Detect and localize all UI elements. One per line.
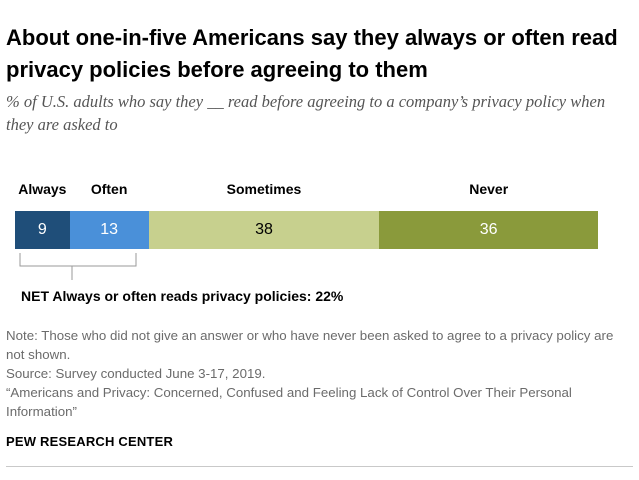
org-name: PEW RESEARCH CENTER	[6, 434, 174, 449]
bar-value-label: 9	[37, 221, 47, 238]
notes-block: Note: Those who did not give an answer o…	[6, 326, 631, 421]
bottom-divider	[6, 466, 633, 467]
bar-segment-often: 13	[69, 211, 149, 249]
chart-title: About one-in-five Americans say they alw…	[6, 25, 618, 82]
category-label-never: Never	[469, 181, 509, 197]
bar-segment-sometimes: 38	[148, 211, 380, 249]
category-label-sometimes: Sometimes	[226, 181, 302, 197]
bar-value-label: 38	[255, 221, 273, 238]
net-bracket	[19, 253, 137, 280]
category-label-always: Always	[18, 181, 67, 197]
category-label-often: Often	[90, 181, 128, 197]
bar-segment-always: 9	[15, 211, 70, 249]
bar-value-label: 36	[479, 221, 498, 238]
chart-subtitle: % of U.S. adults who say they __ read be…	[6, 92, 606, 134]
bar-value-label: 13	[100, 221, 119, 238]
note-text: Note: Those who did not give an answer o…	[6, 328, 614, 362]
net-label: NET Always or often reads privacy polici…	[21, 288, 344, 304]
source-text: Source: Survey conducted June 3-17, 2019…	[6, 366, 266, 381]
report-title: “Americans and Privacy: Concerned, Confu…	[6, 385, 572, 419]
bar-segment-never: 36	[379, 211, 598, 249]
